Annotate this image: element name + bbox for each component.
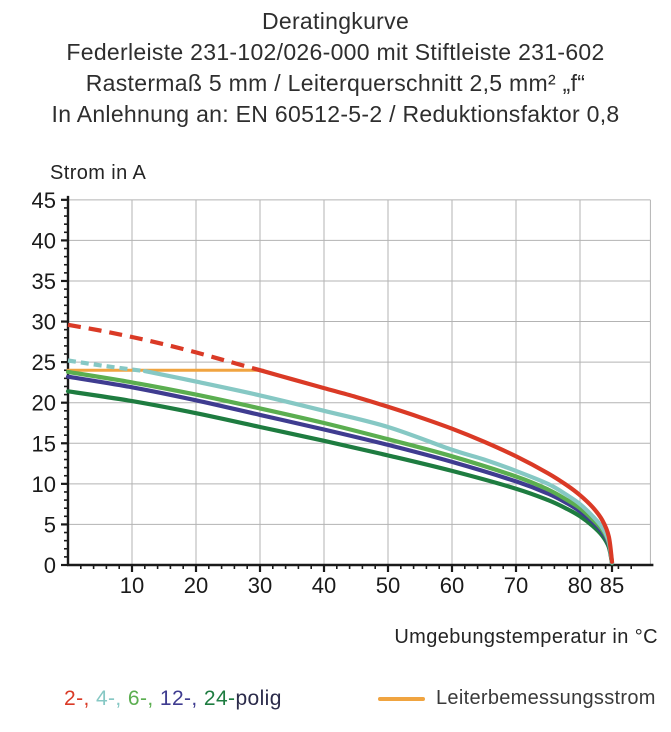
curve-6-polig xyxy=(65,369,615,565)
legend-entry-24-polig: 24- xyxy=(203,687,236,710)
svg-text:30: 30 xyxy=(32,310,56,335)
svg-text:80: 80 xyxy=(568,573,592,598)
curve-4-polig xyxy=(142,369,615,565)
legend-entry-6-polig: 6-, xyxy=(127,687,160,710)
curve-4-polig xyxy=(67,358,146,374)
title-line-norm: In Anlehnung an: EN 60512-5-2 / Reduktio… xyxy=(51,101,620,127)
svg-text:40: 40 xyxy=(32,228,56,253)
svg-text:40: 40 xyxy=(312,573,336,598)
svg-text:20: 20 xyxy=(32,391,56,416)
x-axis-title: Umgebungstemperatur in °C xyxy=(394,626,658,648)
y-axis-title: Strom in A xyxy=(50,162,147,184)
legend-rated-current: Leiterbemessungsstrom xyxy=(378,687,656,710)
svg-text:45: 45 xyxy=(32,188,56,213)
svg-text:5: 5 xyxy=(44,512,56,537)
legend-entry-12-polig: 12-, xyxy=(159,687,204,710)
curve-24-polig xyxy=(65,389,615,566)
chart-title-block: Deratingkurve Federleiste 231-102/026-00… xyxy=(0,6,671,130)
svg-text:20: 20 xyxy=(184,573,208,598)
svg-text:25: 25 xyxy=(32,350,56,375)
curve-2-polig xyxy=(257,368,615,564)
rated-current-line-swatch xyxy=(378,696,425,701)
svg-text:85: 85 xyxy=(600,573,624,598)
svg-text:0: 0 xyxy=(44,553,56,578)
svg-text:50: 50 xyxy=(376,573,400,598)
svg-text:30: 30 xyxy=(248,573,272,598)
legend-entry-2-polig: 2-, xyxy=(64,687,96,710)
curve-2-polig xyxy=(67,322,261,373)
svg-text:10: 10 xyxy=(120,573,144,598)
title-line-main: Deratingkurve xyxy=(261,8,410,34)
title-line-spec: Rastermaß 5 mm / Leiterquerschnitt 2,5 m… xyxy=(85,70,586,96)
axes xyxy=(66,195,654,567)
rated-current-label: Leiterbemessungsstrom xyxy=(436,687,656,709)
legend-entry-4-polig: 4-, xyxy=(95,687,128,710)
title-line-parts: Federleiste 231-102/026-000 mit Stiftlei… xyxy=(66,39,605,65)
axis-ticks xyxy=(61,198,633,572)
legend-suffix-polig: polig xyxy=(235,687,282,710)
svg-text:60: 60 xyxy=(440,573,464,598)
derating-chart: 10 20 30 40 50 60 70 80 85 0 5 10 15 20 25 30 35 40 45 xyxy=(32,188,654,598)
svg-text:70: 70 xyxy=(504,573,528,598)
svg-text:15: 15 xyxy=(32,431,56,456)
svg-text:35: 35 xyxy=(32,269,56,294)
legend-pole-counts: 2-, 4-, 6-, 12-, 24-polig xyxy=(64,687,282,711)
y-tick-labels: 0 5 10 15 20 25 30 35 40 45 xyxy=(32,188,56,578)
svg-text:10: 10 xyxy=(32,472,56,497)
gridlines xyxy=(68,199,651,565)
x-tick-labels: 10 20 30 40 50 60 70 80 85 xyxy=(120,573,624,598)
